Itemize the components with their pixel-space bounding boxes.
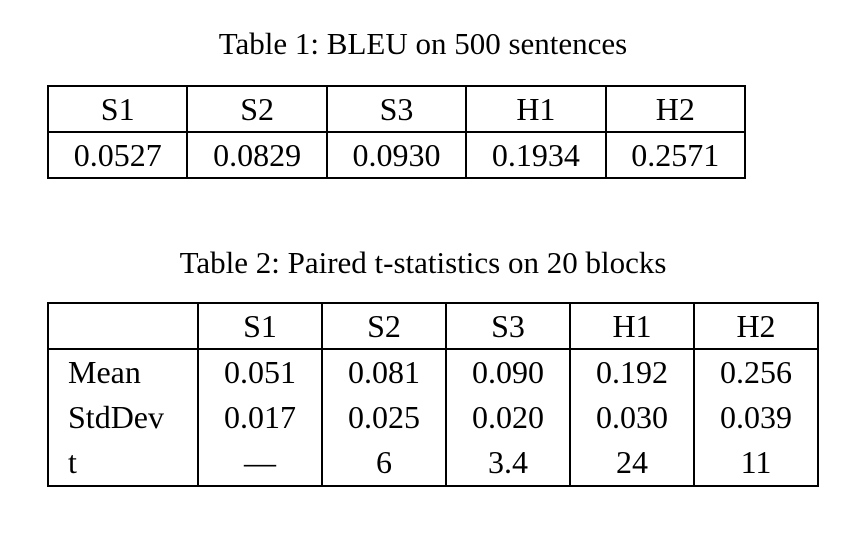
header-row: S1 S2 S3 H1 H2: [46, 85, 747, 133]
table: S1 S2 S3 H1 H2 0.0527 0.0829 0.0930 0.1934 0.2571: [46, 85, 747, 179]
cell: 0.017: [197, 395, 323, 440]
header-cell: H1: [465, 85, 607, 133]
header-cell: S2: [321, 303, 447, 350]
header-cell: H2: [693, 303, 819, 350]
table: S1 S2 S3 H1 H2 Mean 0.051 0.081 0.090 0.192 0.256 S…: [47, 302, 819, 487]
header-cell: S1: [46, 85, 189, 133]
cell: 6: [321, 440, 447, 486]
cell: 0.030: [569, 395, 695, 440]
cell: 0.0527: [46, 131, 189, 179]
cell: 0.1934: [465, 131, 607, 179]
cell: 0.039: [693, 395, 819, 440]
cell: 0.256: [693, 349, 819, 395]
cell: 0.0930: [325, 131, 468, 179]
table-caption: Table 1: BLEU on 500 sentences: [218, 26, 628, 61]
row: StdDev 0.017 0.025 0.020 0.030 0.039: [47, 395, 819, 440]
table-caption: Table 2: Paired t-statistics on 20 block…: [179, 245, 667, 280]
cell: 0.192: [569, 349, 695, 395]
header-cell: S3: [325, 85, 468, 133]
row-label: Mean: [47, 349, 199, 395]
cell: 0.025: [321, 395, 447, 440]
row: t —6 3.4 24 11: [47, 440, 819, 486]
header-cell: S1: [197, 303, 323, 350]
header-cell: H2: [604, 85, 747, 133]
cell: 0.2571: [604, 131, 747, 179]
header-cell: S2: [186, 85, 328, 133]
row: Mean 0.051 0.081 0.090 0.192 0.256: [47, 349, 819, 395]
row: 0.0527 0.0829 0.0930 0.1934 0.2571: [46, 131, 747, 179]
cell: 0.020: [445, 395, 571, 440]
cell: 24: [569, 440, 695, 486]
cell: 0.0829: [186, 131, 328, 179]
row-label: t: [47, 440, 199, 486]
cell: 0.051: [197, 349, 323, 395]
cell: 3.4: [445, 440, 571, 486]
cell: 11: [693, 440, 819, 486]
row-label: StdDev: [47, 395, 199, 440]
cell: 0.090: [445, 349, 571, 395]
cell: 0.081: [321, 349, 447, 395]
header-row: S1 S2 S3 H1 H2: [47, 303, 819, 350]
corner-cell: [47, 303, 199, 350]
header-cell: S3: [445, 303, 571, 350]
cell: —: [197, 440, 323, 486]
header-cell: H1: [569, 303, 695, 350]
